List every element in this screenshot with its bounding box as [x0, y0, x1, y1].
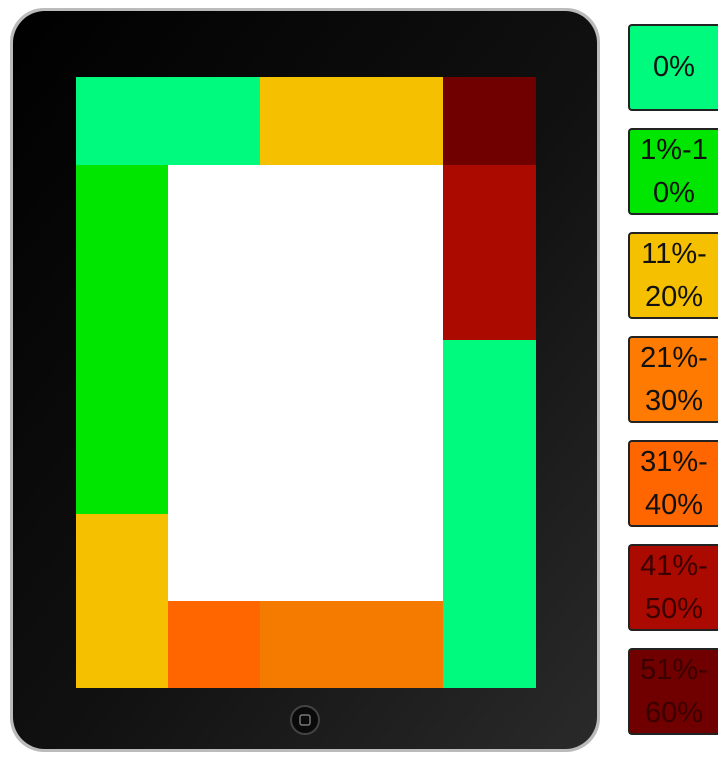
tile: [260, 601, 443, 688]
legend-label: 31%-40%: [640, 445, 708, 521]
tablet: [10, 8, 600, 752]
home-button[interactable]: [290, 705, 320, 735]
tile: [443, 165, 536, 340]
legend-item: 31%-40%: [628, 440, 718, 527]
tile: [76, 165, 168, 514]
legend-label: 51%-60%: [640, 653, 708, 729]
tile: [443, 340, 536, 688]
legend-label: 21%-30%: [640, 341, 708, 417]
legend-item: 11%-20%: [628, 232, 718, 319]
legend-item: 21%-30%: [628, 336, 718, 423]
tile: [443, 77, 536, 165]
legend-item: 51%-60%: [628, 648, 718, 735]
tile: [76, 77, 260, 165]
tile: [76, 514, 168, 688]
legend-label: 0%: [653, 51, 695, 83]
legend-item: 41%-50%: [628, 544, 718, 631]
home-icon: [299, 714, 311, 726]
legend-label: 41%-50%: [640, 549, 708, 625]
tiles: [76, 77, 536, 688]
legend-item: 1%-10%: [628, 128, 718, 215]
legend-label: 1%-10%: [640, 133, 708, 209]
legend-label: 11%-20%: [641, 237, 707, 313]
legend: 0% 1%-10% 11%-20% 21%-30% 31%-40% 41%-50% 51%-…: [628, 24, 718, 752]
tile: [168, 601, 260, 688]
tile: [260, 77, 443, 165]
legend-item: 0%: [628, 24, 718, 111]
